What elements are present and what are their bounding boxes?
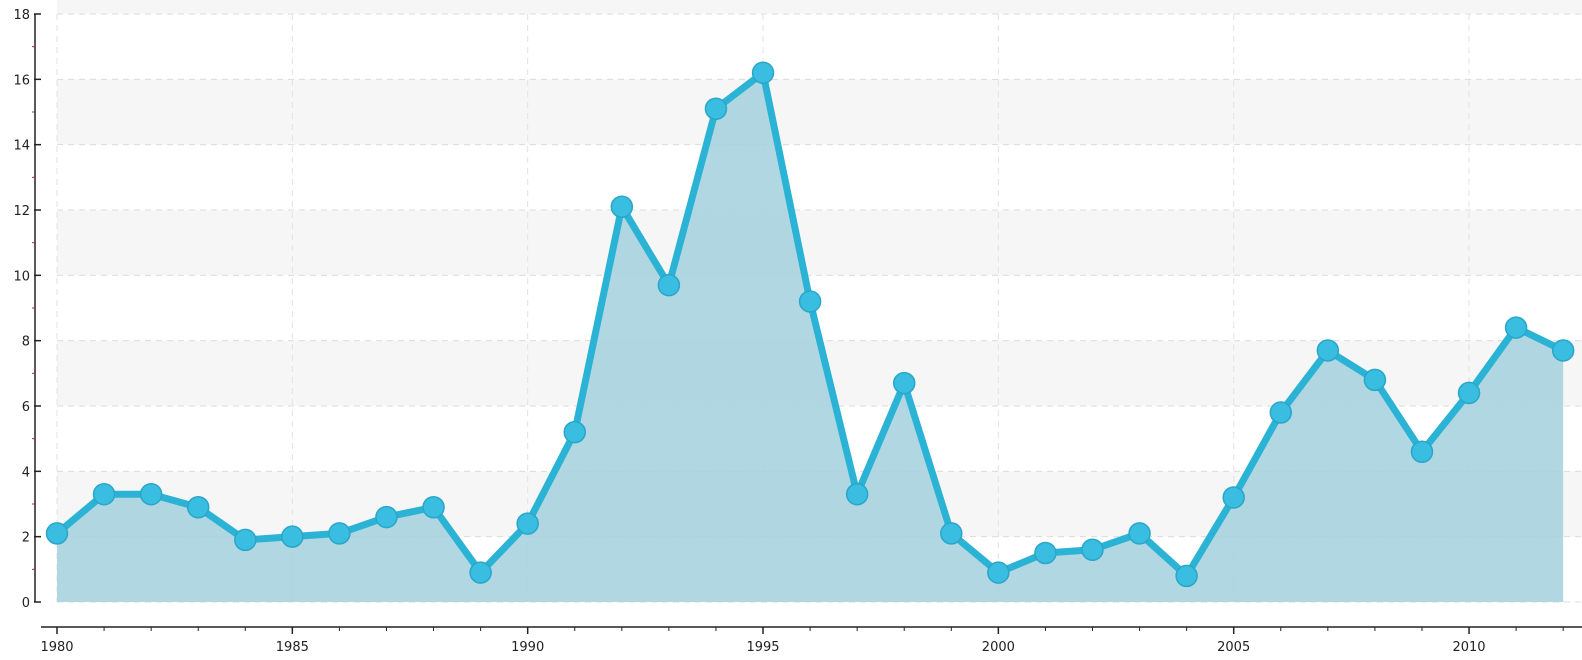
data-point[interactable] [1316, 339, 1340, 362]
x-tick-label: 2000 [982, 640, 1015, 655]
data-point[interactable] [1551, 339, 1575, 362]
y-tick-label: 14 [13, 139, 30, 154]
data-point[interactable] [234, 528, 257, 552]
data-point[interactable] [563, 420, 586, 444]
data-point[interactable] [704, 97, 728, 120]
data-point[interactable] [1081, 538, 1104, 561]
data-point[interactable] [892, 371, 916, 395]
y-tick-label: 0 [22, 596, 30, 611]
data-point[interactable] [422, 496, 445, 519]
data-point[interactable] [328, 522, 351, 545]
data-point[interactable] [845, 482, 869, 506]
data-point[interactable] [751, 61, 775, 85]
data-point[interactable] [1128, 522, 1151, 545]
data-point[interactable] [610, 195, 634, 218]
data-point[interactable] [186, 496, 210, 519]
data-point[interactable] [45, 522, 69, 545]
x-tick-label: 2010 [1452, 640, 1485, 655]
data-point[interactable] [987, 561, 1010, 584]
data-point[interactable] [281, 525, 304, 548]
data-point[interactable] [1222, 486, 1245, 509]
x-tick-label: 1980 [40, 640, 73, 655]
y-tick-label: 18 [13, 8, 30, 23]
data-point[interactable] [1504, 316, 1528, 339]
data-point[interactable] [139, 482, 163, 506]
y-tick-label: 10 [13, 269, 30, 284]
x-tick-label: 1990 [511, 640, 544, 655]
data-point[interactable] [940, 522, 963, 545]
axes: 0 2 4 6 8 10 12 14 16 18 1980 1985 1990 1995 2000 2005 2… [13, 8, 1582, 655]
data-point[interactable] [469, 561, 492, 584]
data-point[interactable] [516, 512, 539, 535]
grid-band [57, 79, 1582, 145]
data-point[interactable] [1269, 401, 1293, 424]
x-tick-label: 1985 [276, 640, 309, 655]
data-point[interactable] [1034, 541, 1057, 565]
points-layer [45, 61, 1575, 588]
y-tick-label: 12 [13, 204, 30, 219]
data-point[interactable] [1410, 440, 1434, 463]
data-point[interactable] [375, 505, 398, 529]
data-point[interactable] [92, 482, 116, 506]
data-point[interactable] [1457, 381, 1481, 405]
data-point[interactable] [1175, 564, 1198, 588]
data-point[interactable] [657, 273, 681, 297]
data-point[interactable] [1363, 368, 1387, 392]
y-tick-label: 16 [13, 73, 30, 88]
grid-band [57, 0, 1582, 15]
series-area [57, 72, 1564, 603]
y-tick-label: 8 [22, 335, 30, 350]
y-tick-label: 4 [22, 465, 30, 480]
data-point[interactable] [798, 290, 822, 313]
x-tick-label: 1995 [746, 640, 779, 655]
area-layer [57, 72, 1564, 603]
x-tick-label: 2005 [1217, 640, 1250, 655]
y-tick-label: 2 [22, 531, 30, 546]
grid-band [57, 210, 1582, 276]
y-tick-label: 6 [22, 400, 30, 415]
